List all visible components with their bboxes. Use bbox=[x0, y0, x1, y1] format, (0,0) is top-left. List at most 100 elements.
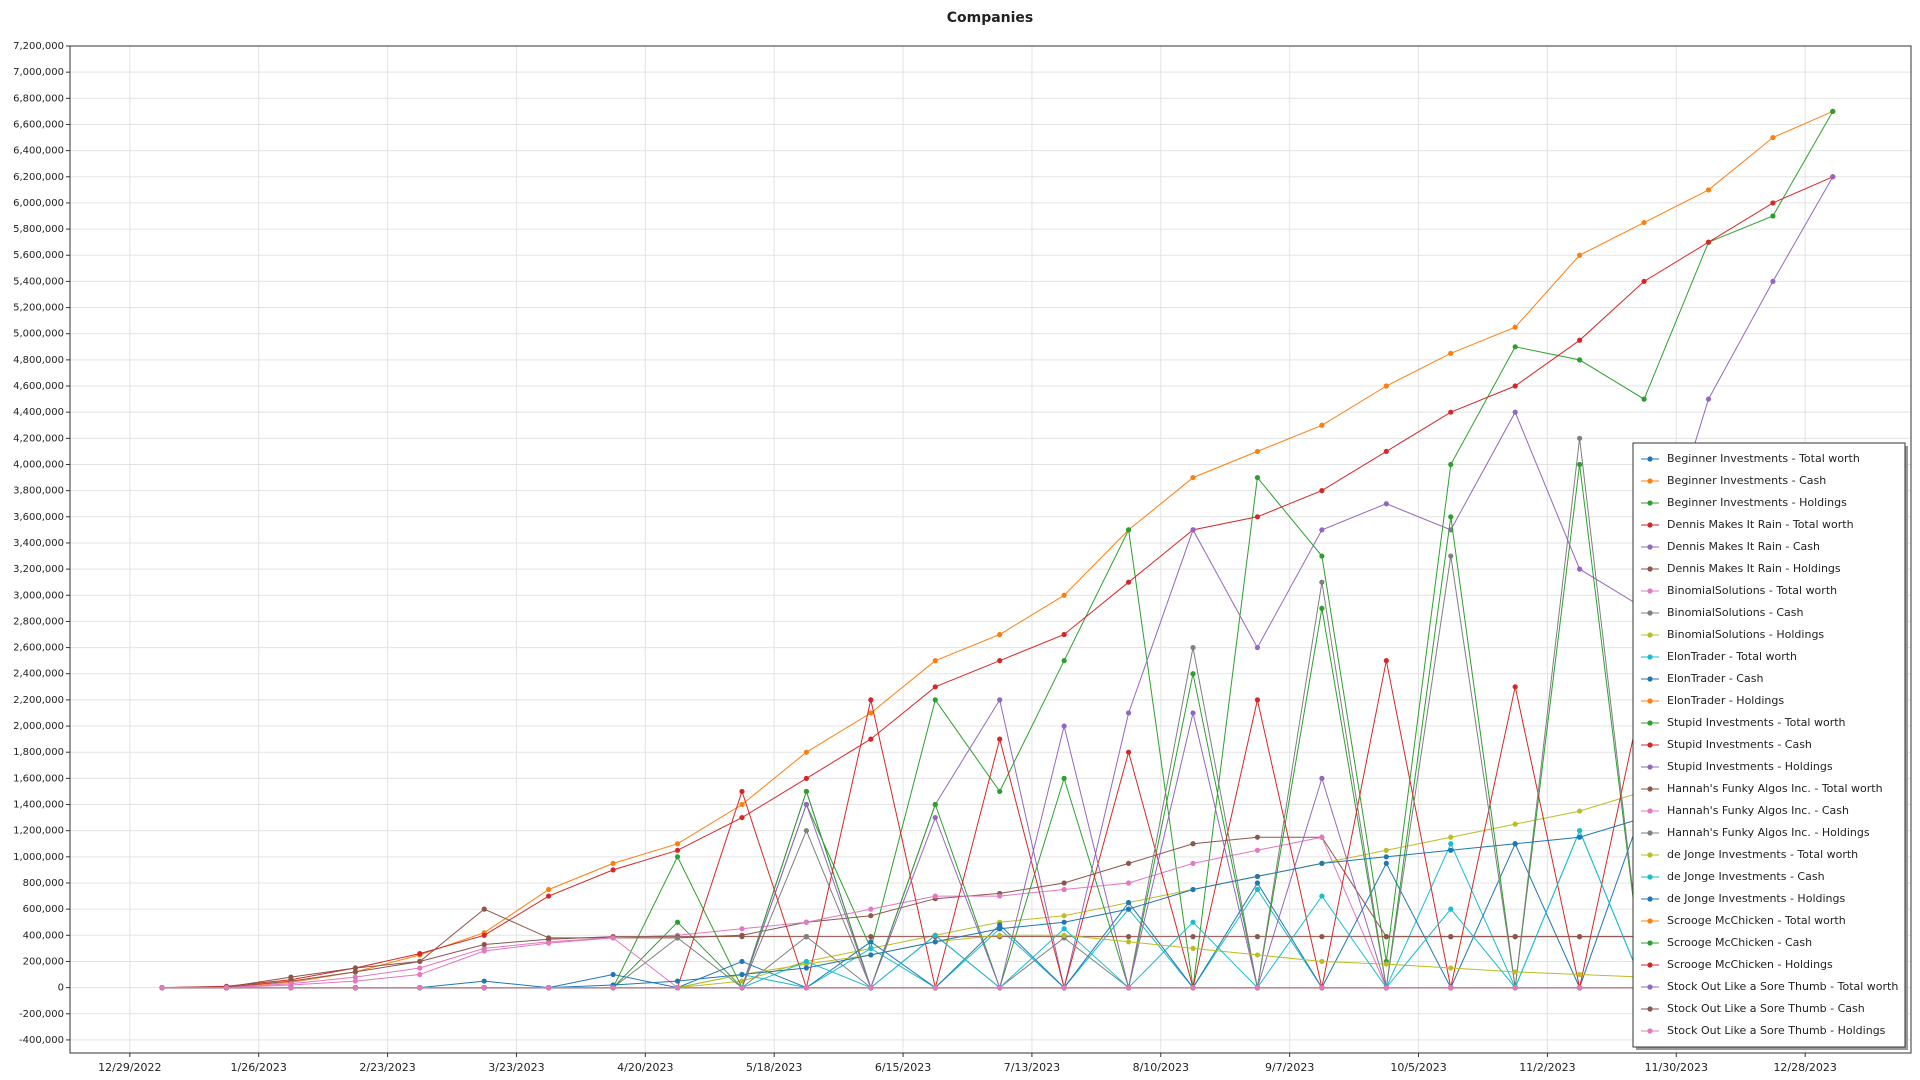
data-point bbox=[739, 801, 745, 808]
x-tick-label: 2/23/2023 bbox=[359, 1061, 415, 1074]
x-tick-label: 3/23/2023 bbox=[488, 1061, 544, 1074]
legend-marker bbox=[1647, 918, 1653, 924]
data-point bbox=[1061, 880, 1067, 886]
data-point bbox=[1770, 134, 1776, 141]
y-tick-label: 2,800,000 bbox=[13, 616, 64, 627]
data-point bbox=[1319, 934, 1325, 940]
legend-marker bbox=[1647, 1006, 1653, 1012]
data-point bbox=[352, 974, 358, 980]
data-point bbox=[1577, 985, 1583, 991]
data-point bbox=[1577, 357, 1583, 363]
data-point bbox=[1448, 841, 1454, 847]
y-tick-label: 7,200,000 bbox=[13, 41, 64, 52]
x-tick-label: 6/15/2023 bbox=[875, 1061, 931, 1074]
data-point bbox=[997, 658, 1003, 664]
data-point bbox=[1061, 592, 1067, 598]
legend-label: Beginner Investments - Total worth bbox=[1667, 452, 1860, 465]
data-point bbox=[481, 985, 487, 991]
legend-marker bbox=[1647, 698, 1653, 704]
data-point bbox=[1512, 324, 1518, 330]
x-tick-label: 9/7/2023 bbox=[1265, 1061, 1314, 1074]
legend-label: Stupid Investments - Cash bbox=[1667, 738, 1812, 751]
data-point bbox=[1319, 527, 1325, 533]
series-line bbox=[162, 712, 1833, 990]
data-point bbox=[1254, 886, 1261, 893]
legend-marker bbox=[1647, 962, 1653, 968]
data-point bbox=[1577, 971, 1583, 978]
legend-marker bbox=[1647, 830, 1653, 836]
data-point bbox=[1319, 834, 1325, 840]
data-point bbox=[803, 934, 810, 940]
y-tick-label: 2,600,000 bbox=[13, 643, 64, 654]
data-point bbox=[1448, 461, 1454, 468]
data-point bbox=[1254, 834, 1261, 840]
data-point bbox=[417, 951, 423, 957]
legend-label: Dennis Makes It Rain - Cash bbox=[1667, 540, 1820, 553]
data-point bbox=[674, 985, 681, 991]
data-point bbox=[1190, 710, 1196, 716]
data-point bbox=[739, 926, 745, 932]
data-point bbox=[739, 934, 745, 940]
data-point bbox=[868, 710, 874, 716]
data-point bbox=[546, 940, 552, 946]
data-point bbox=[1319, 488, 1325, 494]
data-point bbox=[1254, 514, 1261, 520]
legend-label: de Jonge Investments - Total worth bbox=[1667, 848, 1858, 861]
data-point bbox=[1512, 841, 1518, 847]
data-point bbox=[1125, 985, 1132, 991]
data-point bbox=[674, 841, 681, 847]
data-point bbox=[1319, 893, 1325, 899]
data-point bbox=[1190, 644, 1196, 651]
legend-marker bbox=[1647, 676, 1653, 682]
data-point bbox=[546, 985, 552, 991]
data-point bbox=[1061, 932, 1067, 938]
series-line bbox=[162, 110, 1833, 989]
data-point bbox=[803, 828, 810, 834]
x-tick-label: 11/30/2023 bbox=[1645, 1061, 1708, 1074]
data-point bbox=[1125, 906, 1132, 912]
data-point bbox=[1705, 187, 1712, 193]
x-tick-label: 1/26/2023 bbox=[230, 1061, 286, 1074]
data-point bbox=[803, 919, 810, 925]
legend-marker bbox=[1647, 522, 1653, 528]
data-point bbox=[1190, 474, 1196, 481]
plot-frame bbox=[69, 45, 1912, 1054]
data-point bbox=[1061, 723, 1067, 729]
data-point bbox=[932, 932, 938, 938]
data-point bbox=[1383, 501, 1389, 507]
data-point bbox=[1448, 934, 1454, 940]
legend-marker bbox=[1647, 500, 1653, 506]
data-point bbox=[1319, 860, 1325, 866]
y-tick-label: 6,600,000 bbox=[13, 119, 64, 130]
data-point bbox=[997, 893, 1003, 899]
y-tick-label: 5,600,000 bbox=[13, 250, 64, 261]
data-point bbox=[1705, 239, 1712, 245]
data-point bbox=[1061, 985, 1067, 991]
data-point bbox=[610, 867, 616, 873]
y-tick-label: 4,600,000 bbox=[13, 381, 64, 392]
data-point bbox=[1577, 934, 1583, 940]
legend-label: Stock Out Like a Sore Thumb - Cash bbox=[1667, 1002, 1865, 1015]
data-point bbox=[1254, 448, 1261, 455]
data-point bbox=[417, 985, 423, 991]
data-point bbox=[610, 971, 616, 978]
y-tick-label: 3,800,000 bbox=[13, 486, 64, 497]
y-tick-label: 6,800,000 bbox=[13, 93, 64, 104]
data-point bbox=[1319, 422, 1325, 428]
data-point bbox=[352, 965, 358, 971]
data-point bbox=[997, 788, 1003, 795]
data-point bbox=[1448, 350, 1454, 356]
data-point bbox=[674, 854, 681, 860]
data-point bbox=[481, 906, 487, 912]
y-tick-label: -200,000 bbox=[19, 1009, 64, 1020]
data-point bbox=[1383, 448, 1389, 455]
series-line bbox=[162, 176, 1834, 990]
data-point bbox=[417, 958, 423, 965]
data-point bbox=[997, 932, 1003, 938]
data-point bbox=[674, 935, 681, 941]
data-point bbox=[417, 965, 423, 971]
data-point bbox=[739, 971, 745, 978]
y-tick-label: 1,200,000 bbox=[13, 826, 64, 837]
data-point bbox=[1125, 527, 1132, 533]
data-point bbox=[1383, 985, 1389, 991]
